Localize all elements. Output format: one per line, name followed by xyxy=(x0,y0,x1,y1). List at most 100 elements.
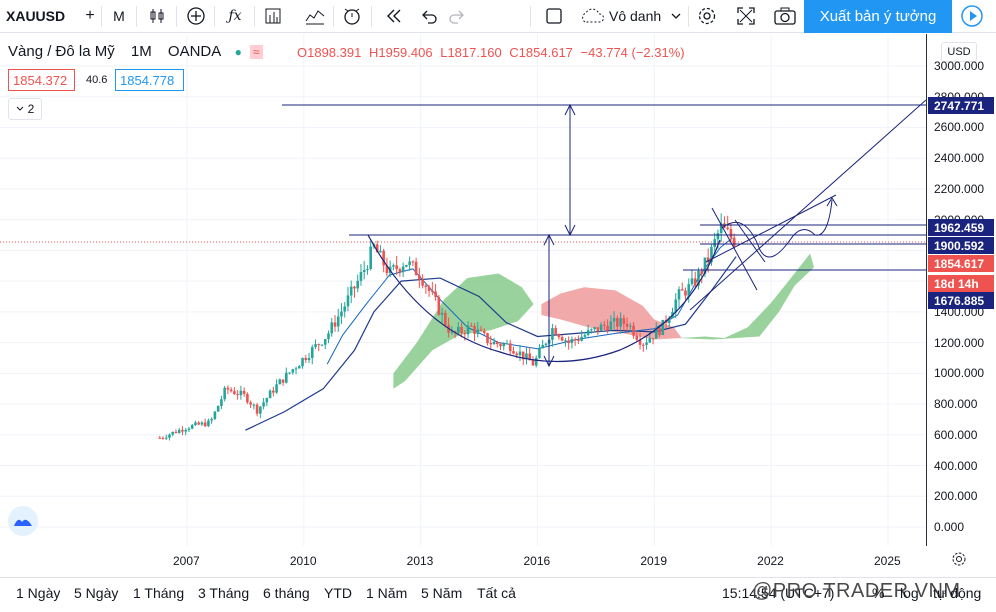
sell-price-box[interactable]: 1854.372 xyxy=(8,69,75,91)
candle-body xyxy=(538,348,541,358)
candle-body xyxy=(554,328,557,335)
candle-body xyxy=(343,306,347,312)
undo-icon[interactable] xyxy=(416,4,442,28)
chart-pane[interactable] xyxy=(0,34,927,546)
candle-body xyxy=(667,318,671,323)
settings-icon[interactable] xyxy=(694,4,720,28)
green-cloud-future xyxy=(677,253,815,340)
percent-toggle[interactable]: % xyxy=(872,585,885,601)
log-toggle[interactable]: log xyxy=(900,585,919,601)
candle-body xyxy=(654,327,658,339)
add-symbol-icon[interactable] xyxy=(183,4,209,28)
candle-body xyxy=(479,329,483,331)
divider xyxy=(530,6,531,27)
templates-icon[interactable] xyxy=(260,4,286,28)
candle-body xyxy=(619,318,622,327)
alert-icon[interactable] xyxy=(339,4,365,28)
indicators-fx-icon[interactable]: ƒx xyxy=(228,8,242,24)
price-tick: 800.000 xyxy=(934,397,978,412)
layout-name[interactable]: Vô danh xyxy=(609,8,662,24)
candle-body xyxy=(473,325,476,335)
candle-body xyxy=(616,317,619,327)
redo-icon[interactable] xyxy=(444,4,470,28)
price-chart[interactable] xyxy=(0,34,927,546)
price-tick: 1000.000 xyxy=(934,366,985,381)
candle-body xyxy=(346,295,350,307)
candle-body xyxy=(301,358,304,367)
price-tick: 2200.000 xyxy=(934,181,985,196)
candle-body xyxy=(297,366,301,369)
range-button[interactable]: 5 Ngày xyxy=(74,585,119,601)
candle-body xyxy=(489,342,493,345)
square-icon[interactable] xyxy=(541,4,567,28)
candle-body xyxy=(723,223,726,228)
bar-style-icon[interactable] xyxy=(144,4,170,28)
candle-body xyxy=(158,437,162,439)
interval-button[interactable]: M xyxy=(113,8,125,24)
tradingview-logo-icon[interactable] xyxy=(8,506,38,536)
clock-time[interactable]: 15:14:54 (UTC+7) xyxy=(722,585,835,601)
auto-toggle[interactable]: tự động xyxy=(933,585,982,601)
range-button[interactable]: 3 Tháng xyxy=(198,585,250,601)
candle-body xyxy=(586,330,590,335)
buy-price-box[interactable]: 1854.778 xyxy=(115,69,184,91)
delay-icon: ≈ xyxy=(250,45,263,59)
candle-body xyxy=(164,437,168,439)
candle-body xyxy=(661,319,665,335)
candle-body xyxy=(210,419,213,421)
ohlc-values: O1898.391 H1959.406 L1817.160 C1854.617 … xyxy=(297,45,685,60)
candle-body xyxy=(327,333,330,340)
publish-idea-button[interactable]: Xuất bản ý tưởng xyxy=(804,0,952,33)
arrow-head xyxy=(564,224,576,237)
candle-body xyxy=(330,322,334,334)
candle-body xyxy=(557,334,561,338)
chevron-down-icon[interactable] xyxy=(668,4,684,28)
candle-body xyxy=(207,420,210,427)
candle-body xyxy=(226,387,230,390)
play-icon[interactable] xyxy=(958,4,986,28)
projection-path xyxy=(721,199,833,258)
low-value: L1817.160 xyxy=(440,45,502,60)
candle-body xyxy=(174,431,178,433)
candle-body xyxy=(294,368,298,370)
candle-body xyxy=(651,338,655,340)
range-button[interactable]: Tất cả xyxy=(477,585,516,601)
symbol-search[interactable]: XAUUSD xyxy=(6,8,66,24)
drawings[interactable] xyxy=(282,99,927,368)
range-button[interactable]: 5 Năm xyxy=(421,585,463,601)
candle-body xyxy=(418,275,421,280)
candle-body xyxy=(197,422,200,425)
symbol-description: Vàng / Đô la Mỹ xyxy=(8,43,115,60)
candle-body xyxy=(732,237,736,247)
price-tick: 2400.000 xyxy=(934,151,985,166)
range-button[interactable]: 6 tháng xyxy=(263,585,310,601)
axis-settings-icon[interactable] xyxy=(951,551,967,567)
candle-body xyxy=(499,344,502,347)
candle-body xyxy=(713,239,716,247)
candle-body xyxy=(379,250,382,253)
price-label: 2747.771 xyxy=(928,97,994,114)
candle-body xyxy=(431,290,434,292)
candle-body xyxy=(492,341,496,345)
candle-body xyxy=(564,340,567,342)
range-button[interactable]: 1 Năm xyxy=(366,585,408,601)
candle-body xyxy=(450,331,454,333)
fullscreen-icon[interactable] xyxy=(733,4,759,28)
candle-body xyxy=(414,261,418,276)
time-tick: 2007 xyxy=(173,554,200,568)
range-button[interactable]: YTD xyxy=(324,585,352,601)
candle-body xyxy=(486,333,489,343)
range-button[interactable]: 1 Ngày xyxy=(16,585,61,601)
candle-body xyxy=(658,327,661,335)
indicators-collapse-button[interactable]: 2 xyxy=(8,98,42,120)
currency-button[interactable]: USD xyxy=(941,42,977,62)
compare-plus-icon[interactable]: + xyxy=(85,7,95,24)
range-button[interactable]: 1 Tháng xyxy=(133,585,185,601)
candle-body xyxy=(560,337,564,341)
candle-body xyxy=(395,265,398,270)
replay-icon[interactable] xyxy=(381,4,407,28)
candle-body xyxy=(466,325,470,335)
indicator-templates-icon[interactable] xyxy=(302,4,328,28)
camera-icon[interactable] xyxy=(772,4,798,28)
candle-body xyxy=(719,223,723,234)
